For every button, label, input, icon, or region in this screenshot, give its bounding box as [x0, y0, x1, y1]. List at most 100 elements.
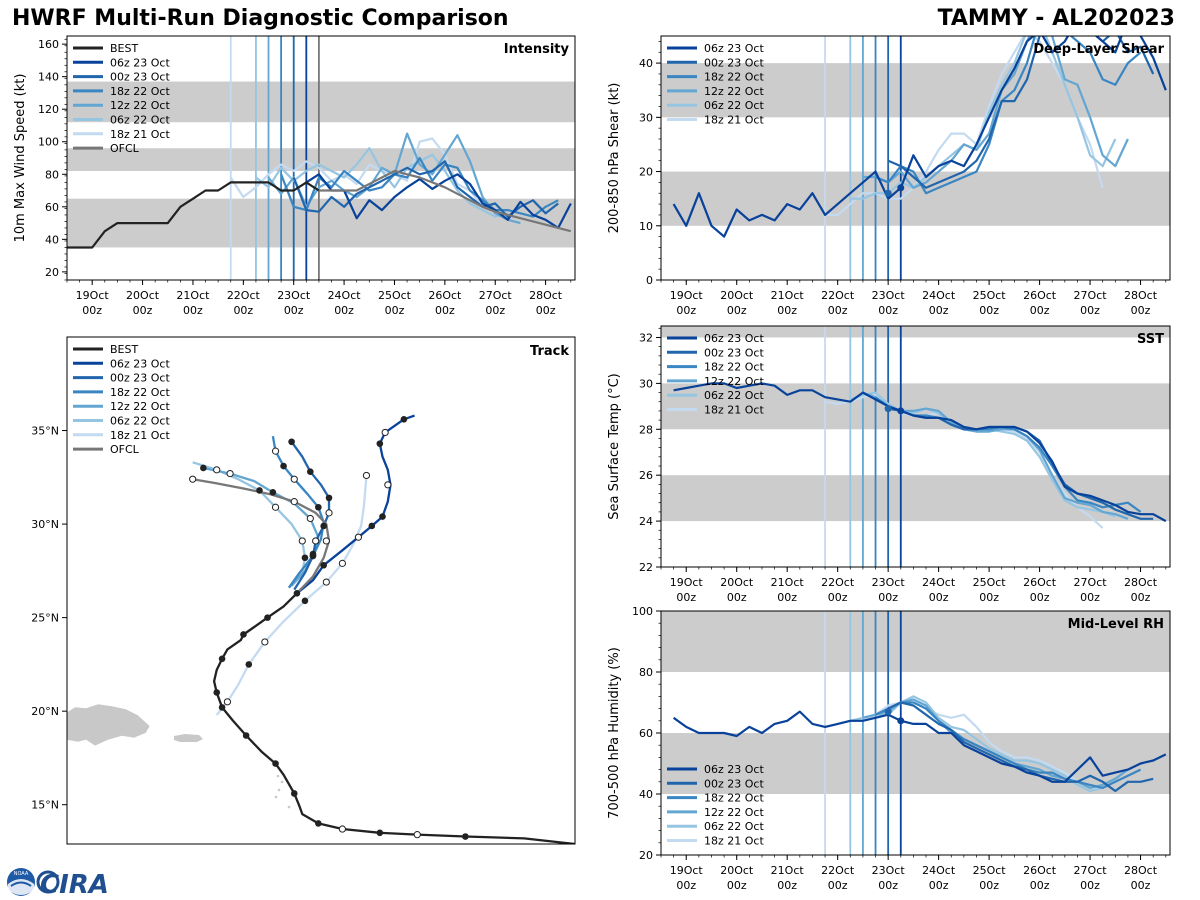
shear-xtick-day-72: 22Oct	[821, 289, 855, 302]
sst-xtick-day-192: 27Oct	[1074, 576, 1108, 589]
legend-label-06z-23-oct: 06z 23 Oct	[704, 42, 764, 55]
rh-xtick-day-144: 25Oct	[973, 864, 1007, 877]
page-title: HWRF Multi-Run Diagnostic Comparison	[12, 6, 509, 31]
track-point-best	[293, 590, 301, 597]
track-open-point-best	[413, 831, 421, 839]
track-open-point-06z-23-oct	[381, 428, 389, 437]
intensity-series-ofcl	[318, 169, 572, 233]
intensity-xtick-day-168: 26Oct	[428, 289, 462, 302]
track-point-best	[218, 704, 226, 711]
rh-ytick-label-60: 60	[639, 727, 653, 740]
intensity-xtick-day-216: 28Oct	[529, 289, 563, 302]
cira-globe-icon	[36, 870, 60, 894]
track-ytick-label-15: 15°N	[31, 799, 59, 812]
intensity-frame	[66, 35, 576, 281]
track-point-06z-23-oct	[400, 416, 408, 423]
legend-label-06z-23-oct: 06z 23 Oct	[110, 357, 170, 370]
rh-plot-area	[661, 611, 1170, 855]
intensity-xtick-day-96: 23Oct	[277, 289, 311, 302]
sst-xtick-hour-216: 00z	[1131, 591, 1151, 604]
sst-xtick-day-72: 22Oct	[821, 576, 855, 589]
legend-label-18z-22-oct: 18z 22 Oct	[110, 85, 170, 98]
shear-xtick-day-96: 23Oct	[872, 289, 906, 302]
shear-xtick-day-24: 20Oct	[720, 289, 754, 302]
rh-xtick-hour-48: 00z	[777, 879, 797, 892]
track-line-18z-21-oct	[215, 475, 368, 716]
track-open-point-00z-23-oct	[312, 537, 320, 545]
shear-xtick-hour-192: 00z	[1080, 304, 1100, 317]
intensity-band-2	[67, 81, 575, 123]
rh-xtick-day-0: 19Oct	[670, 864, 704, 877]
sst-xtick-day-48: 21Oct	[771, 576, 805, 589]
track-open-point-18z-21-oct	[338, 559, 346, 567]
sst-ytick-label-26: 26	[639, 469, 653, 482]
legend-label-06z-22-oct: 06z 22 Oct	[110, 114, 170, 127]
track-open-point-12z-22-oct	[226, 469, 234, 478]
shear-ytick-label-10: 10	[639, 220, 653, 233]
intensity-ytick-label-120: 120	[38, 103, 59, 116]
rh-panel: 20 40 60 80 100 19Oct 00z 20Oct 00z 21Oct 00z 22Oct…	[607, 605, 1171, 892]
legend-label-06z-22-oct: 06z 22 Oct	[704, 99, 764, 112]
shear-xtick-day-216: 28Oct	[1124, 289, 1158, 302]
shear-series-12z-22-oct	[862, 36, 1129, 189]
rh-xtick-day-48: 21Oct	[771, 864, 805, 877]
track-open-point-06z-22-oct	[298, 537, 306, 545]
sst-xtick-hour-48: 00z	[777, 591, 797, 604]
sst-xtick-hour-0: 00z	[676, 591, 696, 604]
shear-xtick-hour-96: 00z	[878, 304, 898, 317]
track-open-point-ofcl	[322, 537, 330, 545]
track-ytick-label-30: 30°N	[31, 518, 59, 531]
intensity-xtick-hour-48: 00z	[183, 304, 203, 317]
rh-analysis-point-00z-23-oct	[884, 708, 892, 716]
sst-xtick-day-168: 26Oct	[1023, 576, 1057, 589]
legend-label-12z-22-oct: 12z 22 Oct	[704, 375, 764, 388]
rh-xtick-hour-168: 00z	[1030, 879, 1050, 892]
track-point-best	[290, 790, 298, 797]
track-open-point-06z-23-oct	[354, 533, 363, 541]
shear-xtick-hour-168: 00z	[1030, 304, 1050, 317]
legend-label-06z-23-oct: 06z 23 Oct	[110, 56, 170, 69]
track-open-point-ofcl	[189, 475, 197, 483]
legend-label-18z-21-oct: 18z 21 Oct	[704, 404, 764, 417]
intensity-ytick-label-60: 60	[45, 201, 59, 214]
track-ytick-label-20: 20°N	[31, 705, 59, 718]
legend-label-18z-21-oct: 18z 21 Oct	[704, 835, 764, 848]
sst-ylabel: Sea Surface Temp (°C)	[607, 373, 622, 520]
rh-title: Mid-Level RH	[1068, 617, 1164, 632]
intensity-ylabel: 10m Max Wind Speed (kt)	[13, 74, 28, 243]
legend-label-06z-22-oct: 06z 22 Oct	[110, 415, 170, 428]
legend-label-00z-23-oct: 00z 23 Oct	[704, 777, 764, 790]
intensity-xtick-hour-216: 00z	[536, 304, 556, 317]
shear-xtick-hour-216: 00z	[1131, 304, 1151, 317]
track-open-point-18z-22-oct	[271, 447, 280, 455]
legend-label-06z-22-oct: 06z 22 Oct	[704, 389, 764, 402]
track-point-best	[462, 833, 469, 840]
shear-panel: 0 10 20 30 40 19Oct 00z 20Oct 00z 21Oct 00z 22Oct 00…	[607, 35, 1171, 317]
track-title: Track	[530, 344, 569, 359]
legend-label-18z-22-oct: 18z 22 Oct	[704, 792, 764, 805]
track-point-best	[218, 655, 226, 663]
legend-label-best: BEST	[110, 343, 138, 356]
intensity-plot-area	[67, 36, 575, 280]
shear-ytick-label-0: 0	[646, 274, 653, 287]
legend-label-12z-22-oct: 12z 22 Oct	[110, 400, 170, 413]
intensity-ytick-label-140: 140	[38, 71, 59, 84]
shear-series-06z-23-oct	[672, 36, 1167, 238]
sst-analysis-point-06z-23-oct	[897, 407, 905, 415]
intensity-xtick-day-24: 20Oct	[126, 289, 160, 302]
track-open-point-18z-21-oct	[261, 638, 269, 646]
sst-frame	[660, 325, 1171, 568]
sst-xtick-hour-120: 00z	[929, 591, 949, 604]
intensity-title: Intensity	[504, 42, 570, 57]
sst-ytick-label-32: 32	[639, 331, 653, 344]
legend-label-18z-22-oct: 18z 22 Oct	[704, 361, 764, 374]
sst-analysis-point-00z-23-oct	[884, 405, 892, 413]
rh-ytick-label-40: 40	[639, 788, 653, 801]
legend-label-06z-22-oct: 06z 22 Oct	[704, 820, 764, 833]
rh-xtick-hour-24: 00z	[727, 879, 747, 892]
shear-ytick-label-30: 30	[639, 111, 653, 124]
track-line-ofcl	[192, 478, 331, 595]
shear-xtick-day-144: 25Oct	[973, 289, 1007, 302]
track-open-point-00z-23-oct	[325, 509, 333, 517]
intensity-ytick-label-40: 40	[45, 233, 59, 246]
